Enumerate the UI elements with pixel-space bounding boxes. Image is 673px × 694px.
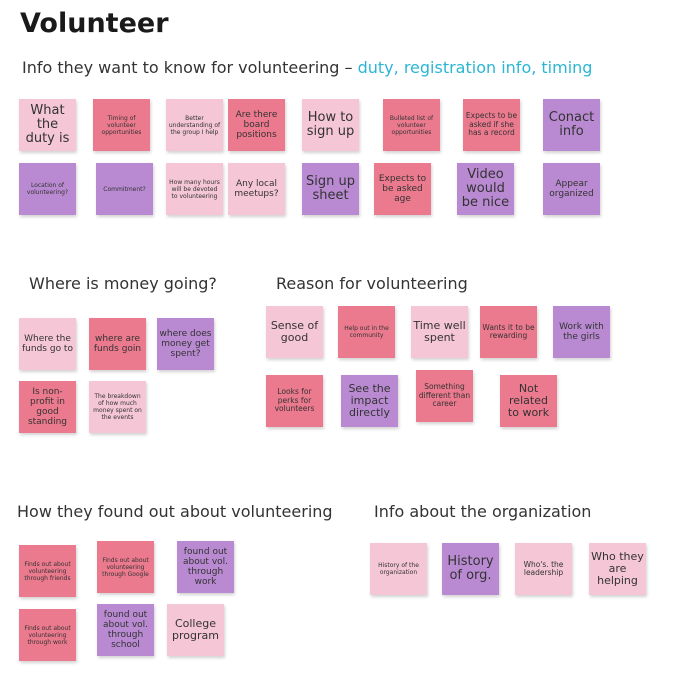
sticky-note[interactable]: What the duty is: [19, 99, 76, 151]
sticky-note[interactable]: Finds out about volunteering through wor…: [19, 609, 76, 661]
page-subtitle: Info they want to know for volunteering …: [22, 58, 592, 77]
sticky-note[interactable]: Location of volunteering?: [19, 163, 76, 215]
sticky-note[interactable]: where are funds goin: [89, 318, 146, 370]
sticky-note[interactable]: Conact info: [543, 99, 600, 151]
sticky-note[interactable]: Finds out about volunteering through fri…: [19, 545, 76, 597]
sticky-note[interactable]: Commitment?: [96, 163, 153, 215]
sticky-note[interactable]: found out about vol. through school: [97, 604, 154, 656]
sticky-note[interactable]: Help out in the community: [338, 306, 395, 358]
sticky-note[interactable]: History of the organization: [370, 543, 427, 595]
page-title: Volunteer: [20, 8, 169, 39]
sticky-note[interactable]: How many hours will be devoted to volunt…: [166, 163, 223, 215]
sticky-note[interactable]: How to sign up: [302, 99, 359, 151]
sticky-note[interactable]: Looks for perks for volunteers: [266, 375, 323, 427]
sticky-note[interactable]: College program: [167, 604, 224, 656]
sticky-note[interactable]: Video would be nice: [457, 163, 514, 215]
sticky-note[interactable]: found out about vol. through work: [177, 541, 234, 593]
section-heading-org: Info about the organization: [374, 502, 592, 521]
sticky-note[interactable]: Timing of volunteer opportunities: [93, 99, 150, 151]
sticky-note[interactable]: Not related to work: [500, 375, 557, 427]
section-heading-money: Where is money going?: [29, 274, 217, 293]
sticky-note[interactable]: Appear organized: [543, 163, 600, 215]
section-heading-found: How they found out about volunteering: [17, 502, 333, 521]
subtitle-prefix: Info they want to know for volunteering …: [22, 58, 358, 77]
sticky-note[interactable]: Expects to be asked age: [374, 163, 431, 215]
sticky-note[interactable]: Sign up sheet: [302, 163, 359, 215]
sticky-note[interactable]: Work with the girls: [553, 306, 610, 358]
sticky-note[interactable]: Better understanding of the group I help: [166, 99, 223, 151]
sticky-note[interactable]: Wants it to be rewarding: [480, 306, 537, 358]
sticky-note[interactable]: See the impact directly: [341, 375, 398, 427]
sticky-note[interactable]: Bulleted list of volunteer opportunities: [383, 99, 440, 151]
sticky-note[interactable]: Expects to be asked if she has a record: [463, 99, 520, 151]
sticky-note[interactable]: where does money get spent?: [157, 318, 214, 370]
sticky-note[interactable]: Finds out about volunteering through Goo…: [97, 541, 154, 593]
sticky-note[interactable]: Any local meetups?: [228, 163, 285, 215]
sticky-note[interactable]: Sense of good: [266, 306, 323, 358]
sticky-note[interactable]: Are there board positions: [228, 99, 285, 151]
section-heading-reason: Reason for volunteering: [276, 274, 468, 293]
sticky-note[interactable]: History of org.: [442, 543, 499, 595]
sticky-note[interactable]: Where the funds go to: [19, 318, 76, 370]
sticky-note[interactable]: Who they are helping: [589, 543, 646, 595]
sticky-note[interactable]: Time well spent: [411, 306, 468, 358]
sticky-note[interactable]: Something different than career: [416, 370, 473, 422]
subtitle-highlight: duty, registration info, timing: [357, 58, 593, 77]
sticky-note[interactable]: The breakdown of how much money spent on…: [89, 381, 146, 433]
sticky-note[interactable]: Is non-profit in good standing: [19, 381, 76, 433]
sticky-note[interactable]: Who's. the leadership: [515, 543, 572, 595]
